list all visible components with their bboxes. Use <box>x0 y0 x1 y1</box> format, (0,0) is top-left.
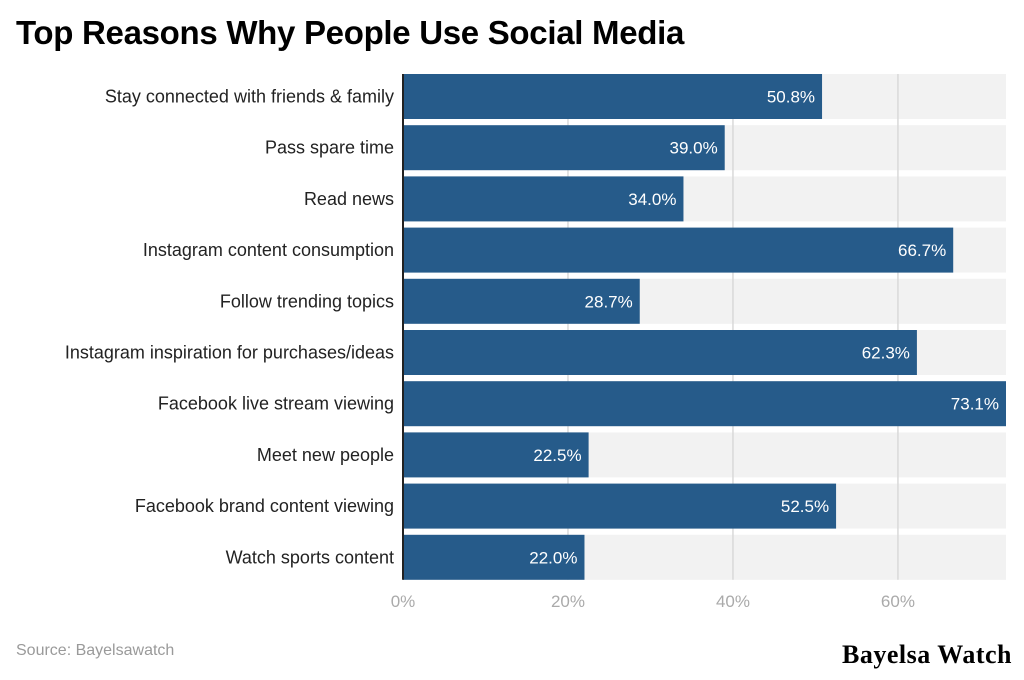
bar <box>403 176 684 222</box>
bar <box>403 125 725 171</box>
value-label: 50.8% <box>767 88 815 107</box>
x-tick-label: 20% <box>551 592 585 611</box>
x-tick-label: 40% <box>716 592 750 611</box>
category-label: Facebook live stream viewing <box>158 394 394 414</box>
bar <box>403 381 1006 427</box>
bars <box>403 74 1006 580</box>
bar <box>403 330 917 375</box>
bar <box>403 227 954 273</box>
value-label: 52.5% <box>781 497 829 516</box>
value-label: 22.0% <box>529 548 577 567</box>
category-label: Meet new people <box>257 445 394 465</box>
category-label: Pass spare time <box>265 138 394 158</box>
bar <box>403 432 589 478</box>
bar <box>403 483 837 529</box>
value-label: 22.5% <box>533 446 581 465</box>
category-labels: Stay connected with friends & family Pass… <box>65 87 394 568</box>
value-label: 39.0% <box>670 139 718 158</box>
bar <box>403 74 823 119</box>
value-label: 66.7% <box>898 241 946 260</box>
source-note: Source: Bayelsawatch <box>16 642 175 659</box>
category-label: Instagram inspiration for purchases/idea… <box>65 343 394 363</box>
value-label: 34.0% <box>628 190 676 209</box>
category-label: Instagram content consumption <box>143 240 394 260</box>
x-tick-label: 0% <box>391 592 416 611</box>
category-label: Follow trending topics <box>220 291 394 311</box>
value-label: 62.3% <box>862 344 910 363</box>
x-tick-labels: 0% 20% 40% 60% <box>391 592 915 611</box>
value-labels: 50.8% 39.0% 34.0% 66.7% 28.7% 62.3% 73.1% 22.5%… <box>529 88 999 568</box>
value-label: 28.7% <box>585 292 633 311</box>
category-label: Facebook brand content viewing <box>135 496 394 516</box>
value-label: 73.1% <box>951 395 999 414</box>
x-tick-label: 60% <box>881 592 915 611</box>
category-label: Read news <box>304 189 394 209</box>
chart-title: Top Reasons Why People Use Social Media <box>16 14 685 51</box>
bar-chart: Stay connected with friends & family Pass… <box>65 74 1006 611</box>
category-label: Stay connected with friends & family <box>105 87 394 107</box>
category-label: Watch sports content <box>226 547 394 567</box>
bar <box>403 278 640 324</box>
bar <box>403 534 585 580</box>
brand-logo: Bayelsa Watch <box>842 640 1012 669</box>
